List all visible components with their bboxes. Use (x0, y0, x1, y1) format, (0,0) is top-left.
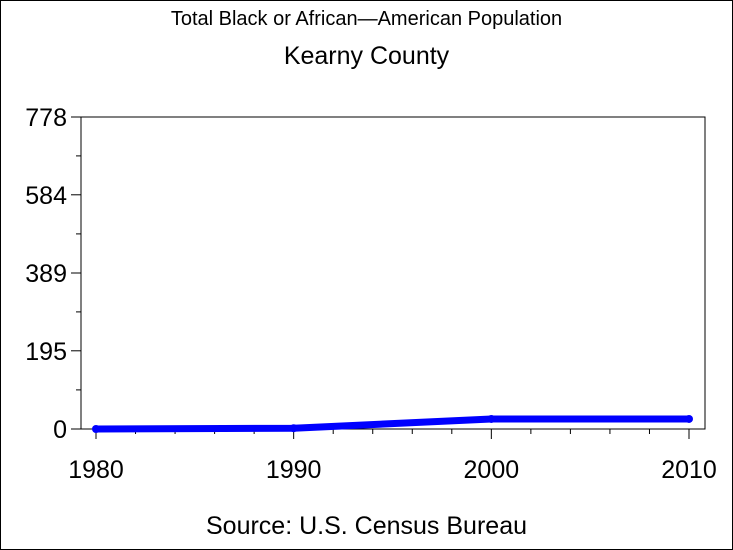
x-tick-label: 1980 (68, 456, 124, 484)
y-tick-label: 389 (25, 260, 67, 288)
x-tick-label: 2000 (464, 456, 520, 484)
axes: 0 195 389 584 778 1980 1990 2000 2010 (25, 104, 717, 484)
plot-area (80, 116, 706, 430)
series-group (92, 414, 693, 433)
data-point (487, 414, 496, 423)
x-tick-label: 2010 (661, 456, 717, 484)
data-point (685, 414, 693, 423)
y-tick-label: 0 (53, 416, 67, 444)
chart-source: Source: U.S. Census Bureau (206, 512, 527, 540)
chart-title: Total Black or African—American Populati… (170, 8, 563, 30)
y-tick-label: 584 (25, 182, 67, 210)
chart-subtitle: Kearny County (283, 42, 450, 70)
data-point (289, 424, 298, 433)
y-tick-label: 195 (25, 338, 67, 366)
data-point (92, 425, 100, 433)
y-tick-label: 778 (25, 104, 67, 132)
x-tick-label: 1990 (266, 456, 322, 484)
series-line (95, 415, 689, 433)
